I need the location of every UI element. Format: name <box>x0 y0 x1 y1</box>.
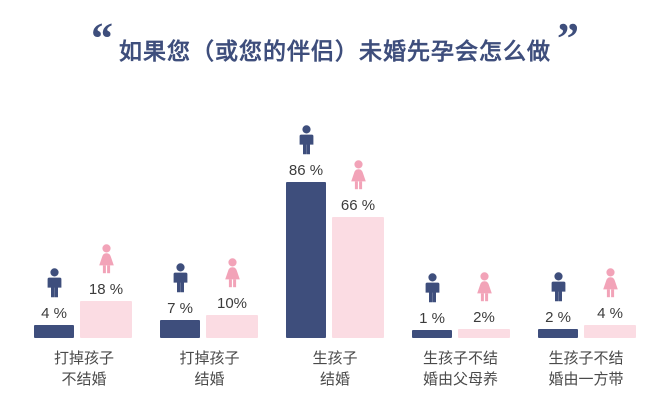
bar-pair: 7 % 10% <box>160 257 258 338</box>
category-label: 打掉孩子 不结婚 <box>53 350 114 388</box>
female-column: 4 % <box>584 268 636 338</box>
bar-group: 7 % 10% <box>160 257 258 338</box>
close-quote-decoration: ” <box>557 14 579 63</box>
bar-group: 86 % 66 % <box>286 124 384 338</box>
female-bar <box>458 328 510 338</box>
page-title: 如果您（或您的伴侣）未婚先孕会怎么做 <box>119 38 551 64</box>
male-column: 4 % <box>34 268 74 338</box>
male-bar <box>34 325 74 338</box>
male-bar <box>538 328 578 338</box>
bar-pair: 86 % 66 % <box>286 124 384 338</box>
female-bar <box>80 300 132 338</box>
value-label: 4 % <box>41 305 67 322</box>
value-label: 2% <box>473 308 495 326</box>
bar-pair: 2 % 4 % <box>538 268 636 338</box>
female-person-icon <box>96 243 117 279</box>
male-column: 2 % <box>538 271 578 338</box>
female-column: 2% <box>458 271 510 338</box>
bar-pair: 1 % 2% <box>412 271 510 338</box>
male-person-icon <box>422 273 443 308</box>
category-label: 生孩子不结 婚由父母养 <box>422 350 498 388</box>
bar-group: 4 % 18 % <box>34 243 132 338</box>
male-bar <box>412 330 452 338</box>
bar-pair: 4 % 18 % <box>34 243 132 338</box>
female-bar <box>584 325 636 338</box>
female-person-icon <box>474 271 495 307</box>
male-column: 1 % <box>412 273 452 338</box>
male-person-icon <box>170 263 191 298</box>
value-label: 66 % <box>340 196 376 214</box>
value-label: 10% <box>216 294 248 312</box>
bar-group: 2 % 4 % <box>538 268 636 338</box>
category-labels: 打掉孩子 不结婚 打掉孩子 结婚 生孩子 结婚 生孩子不结 婚由父母养 生孩子不结 婚由一方带 <box>0 348 670 390</box>
female-person-icon <box>600 268 621 303</box>
value-label: 7 % <box>167 299 193 317</box>
female-column: 18 % <box>80 243 132 338</box>
bar-group: 1 % 2% <box>412 271 510 338</box>
value-label: 1 % <box>419 310 445 328</box>
category-label: 生孩子不结 婚由一方带 <box>548 350 624 388</box>
male-bar <box>286 181 326 338</box>
category-label: 生孩子 结婚 <box>312 350 358 388</box>
female-bar <box>332 216 384 338</box>
male-person-icon <box>548 271 569 307</box>
category-label: 打掉孩子 结婚 <box>179 350 240 388</box>
open-quote-decoration: “ <box>91 14 113 63</box>
value-label: 86 % <box>288 161 324 179</box>
female-person-icon <box>348 159 369 195</box>
female-bar <box>206 314 258 338</box>
female-person-icon <box>222 257 243 293</box>
male-person-icon <box>44 268 65 303</box>
female-column: 66 % <box>332 159 384 338</box>
chart-title: “ 如果您（或您的伴侣）未婚先孕会怎么做 ” <box>0 14 670 80</box>
male-column: 7 % <box>160 263 200 338</box>
value-label: 18 % <box>88 280 124 298</box>
male-person-icon <box>296 124 317 160</box>
male-column: 86 % <box>286 124 326 338</box>
chart-groups: 4 % 18 % 7 % 10% 86 % 66 % 1 % 2% 2 % 4 … <box>0 86 670 338</box>
value-label: 2 % <box>545 308 571 326</box>
value-label: 4 % <box>597 305 623 322</box>
male-bar <box>160 319 200 338</box>
female-column: 10% <box>206 257 258 338</box>
